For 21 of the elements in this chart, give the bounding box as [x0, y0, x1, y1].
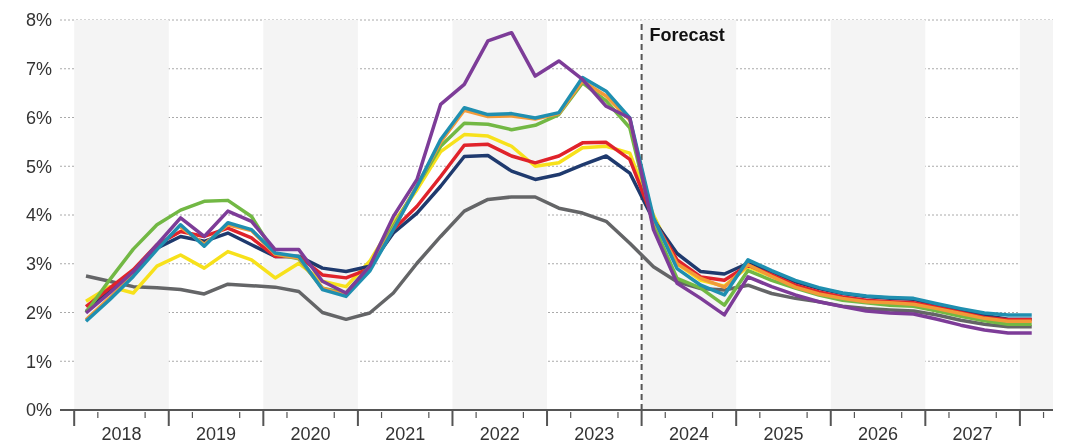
- x-tick-label: 2018: [101, 424, 142, 441]
- y-tick-label: 2%: [25, 302, 52, 323]
- y-tick-label: 4%: [25, 205, 52, 226]
- y-tick-label: 8%: [25, 10, 52, 31]
- x-tick-label: 2021: [385, 424, 426, 441]
- x-tick-label: 2024: [668, 424, 709, 441]
- y-tick-label: 6%: [25, 107, 52, 128]
- y-tick-label: 7%: [25, 59, 52, 80]
- y-tick-label: 1%: [25, 351, 52, 372]
- line-series: [84, 30, 1034, 335]
- ref-line-label: Forecast: [649, 24, 725, 45]
- y-tick-label: 0%: [25, 400, 52, 421]
- x-tick-label: 2025: [763, 424, 804, 441]
- y-tick-label: 3%: [25, 254, 52, 275]
- x-tick-label: 2027: [952, 424, 993, 441]
- x-tick-label: 2022: [479, 424, 520, 441]
- x-tick-label: 2020: [290, 424, 331, 441]
- x-tick-label: 2026: [858, 424, 899, 441]
- x-tick-label: 2019: [196, 424, 237, 441]
- y-tick-label: 5%: [25, 156, 52, 177]
- x-tick-label: 2023: [574, 424, 615, 441]
